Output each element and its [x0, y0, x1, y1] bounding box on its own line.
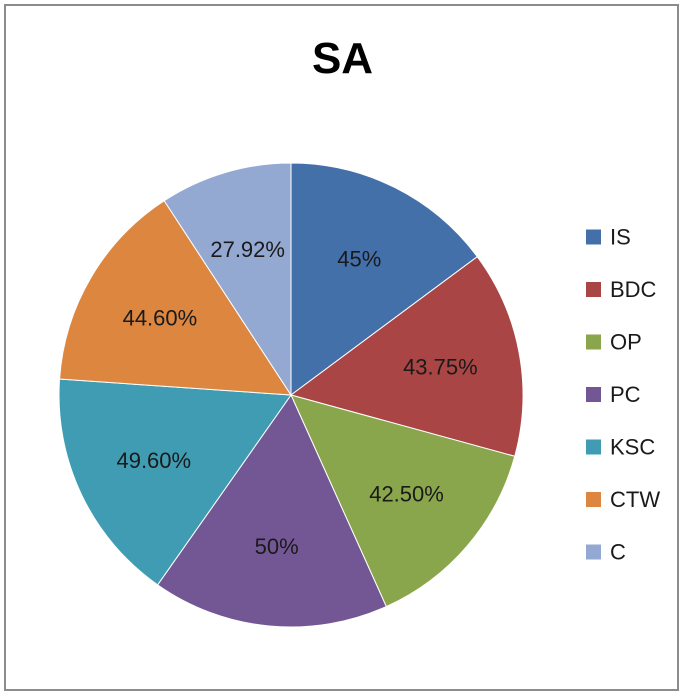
data-label-op: 42.50% [369, 481, 444, 506]
legend-swatch-c [586, 544, 601, 560]
legend-label-ksc: KSC [610, 435, 655, 460]
legend-swatch-bdc [586, 282, 601, 297]
legend: IS BDC OP PC KSC CTW C [586, 225, 660, 565]
data-label-ksc: 49.60% [116, 448, 191, 473]
legend-label-pc: PC [610, 382, 641, 407]
legend-label-is: IS [610, 225, 631, 250]
slice-labels: 45% 43.75% 42.50% 50% 49.60% 44.60% 27.92% [116, 237, 477, 559]
data-label-pc: 50% [255, 534, 299, 559]
pie-slice-op [290, 394, 516, 608]
legend-swatch-ksc [586, 439, 601, 455]
chart-title: SA [311, 34, 374, 83]
pie-slice-ksc [58, 378, 292, 586]
legend-label-bdc: BDC [610, 277, 657, 302]
legend-swatch-ctw [586, 492, 601, 507]
legend-label-c: C [610, 540, 626, 565]
pie-slices [58, 162, 524, 628]
pie-slice-ctw [59, 200, 292, 396]
pie-slice-c [163, 162, 292, 397]
legend-swatch-is [586, 229, 601, 245]
legend-label-op: OP [610, 330, 642, 355]
pie-slice-bdc [289, 255, 524, 457]
data-label-bdc: 43.75% [403, 354, 478, 379]
data-label-ctw: 44.60% [123, 306, 198, 331]
pie-slice-is [290, 162, 478, 396]
legend-swatch-op [586, 334, 601, 350]
data-label-c: 27.92% [210, 237, 285, 262]
legend-swatch-pc [586, 387, 601, 402]
data-label-is: 45% [337, 247, 381, 272]
legend-label-ctw: CTW [610, 487, 660, 512]
pie-slice-pc [156, 393, 387, 628]
